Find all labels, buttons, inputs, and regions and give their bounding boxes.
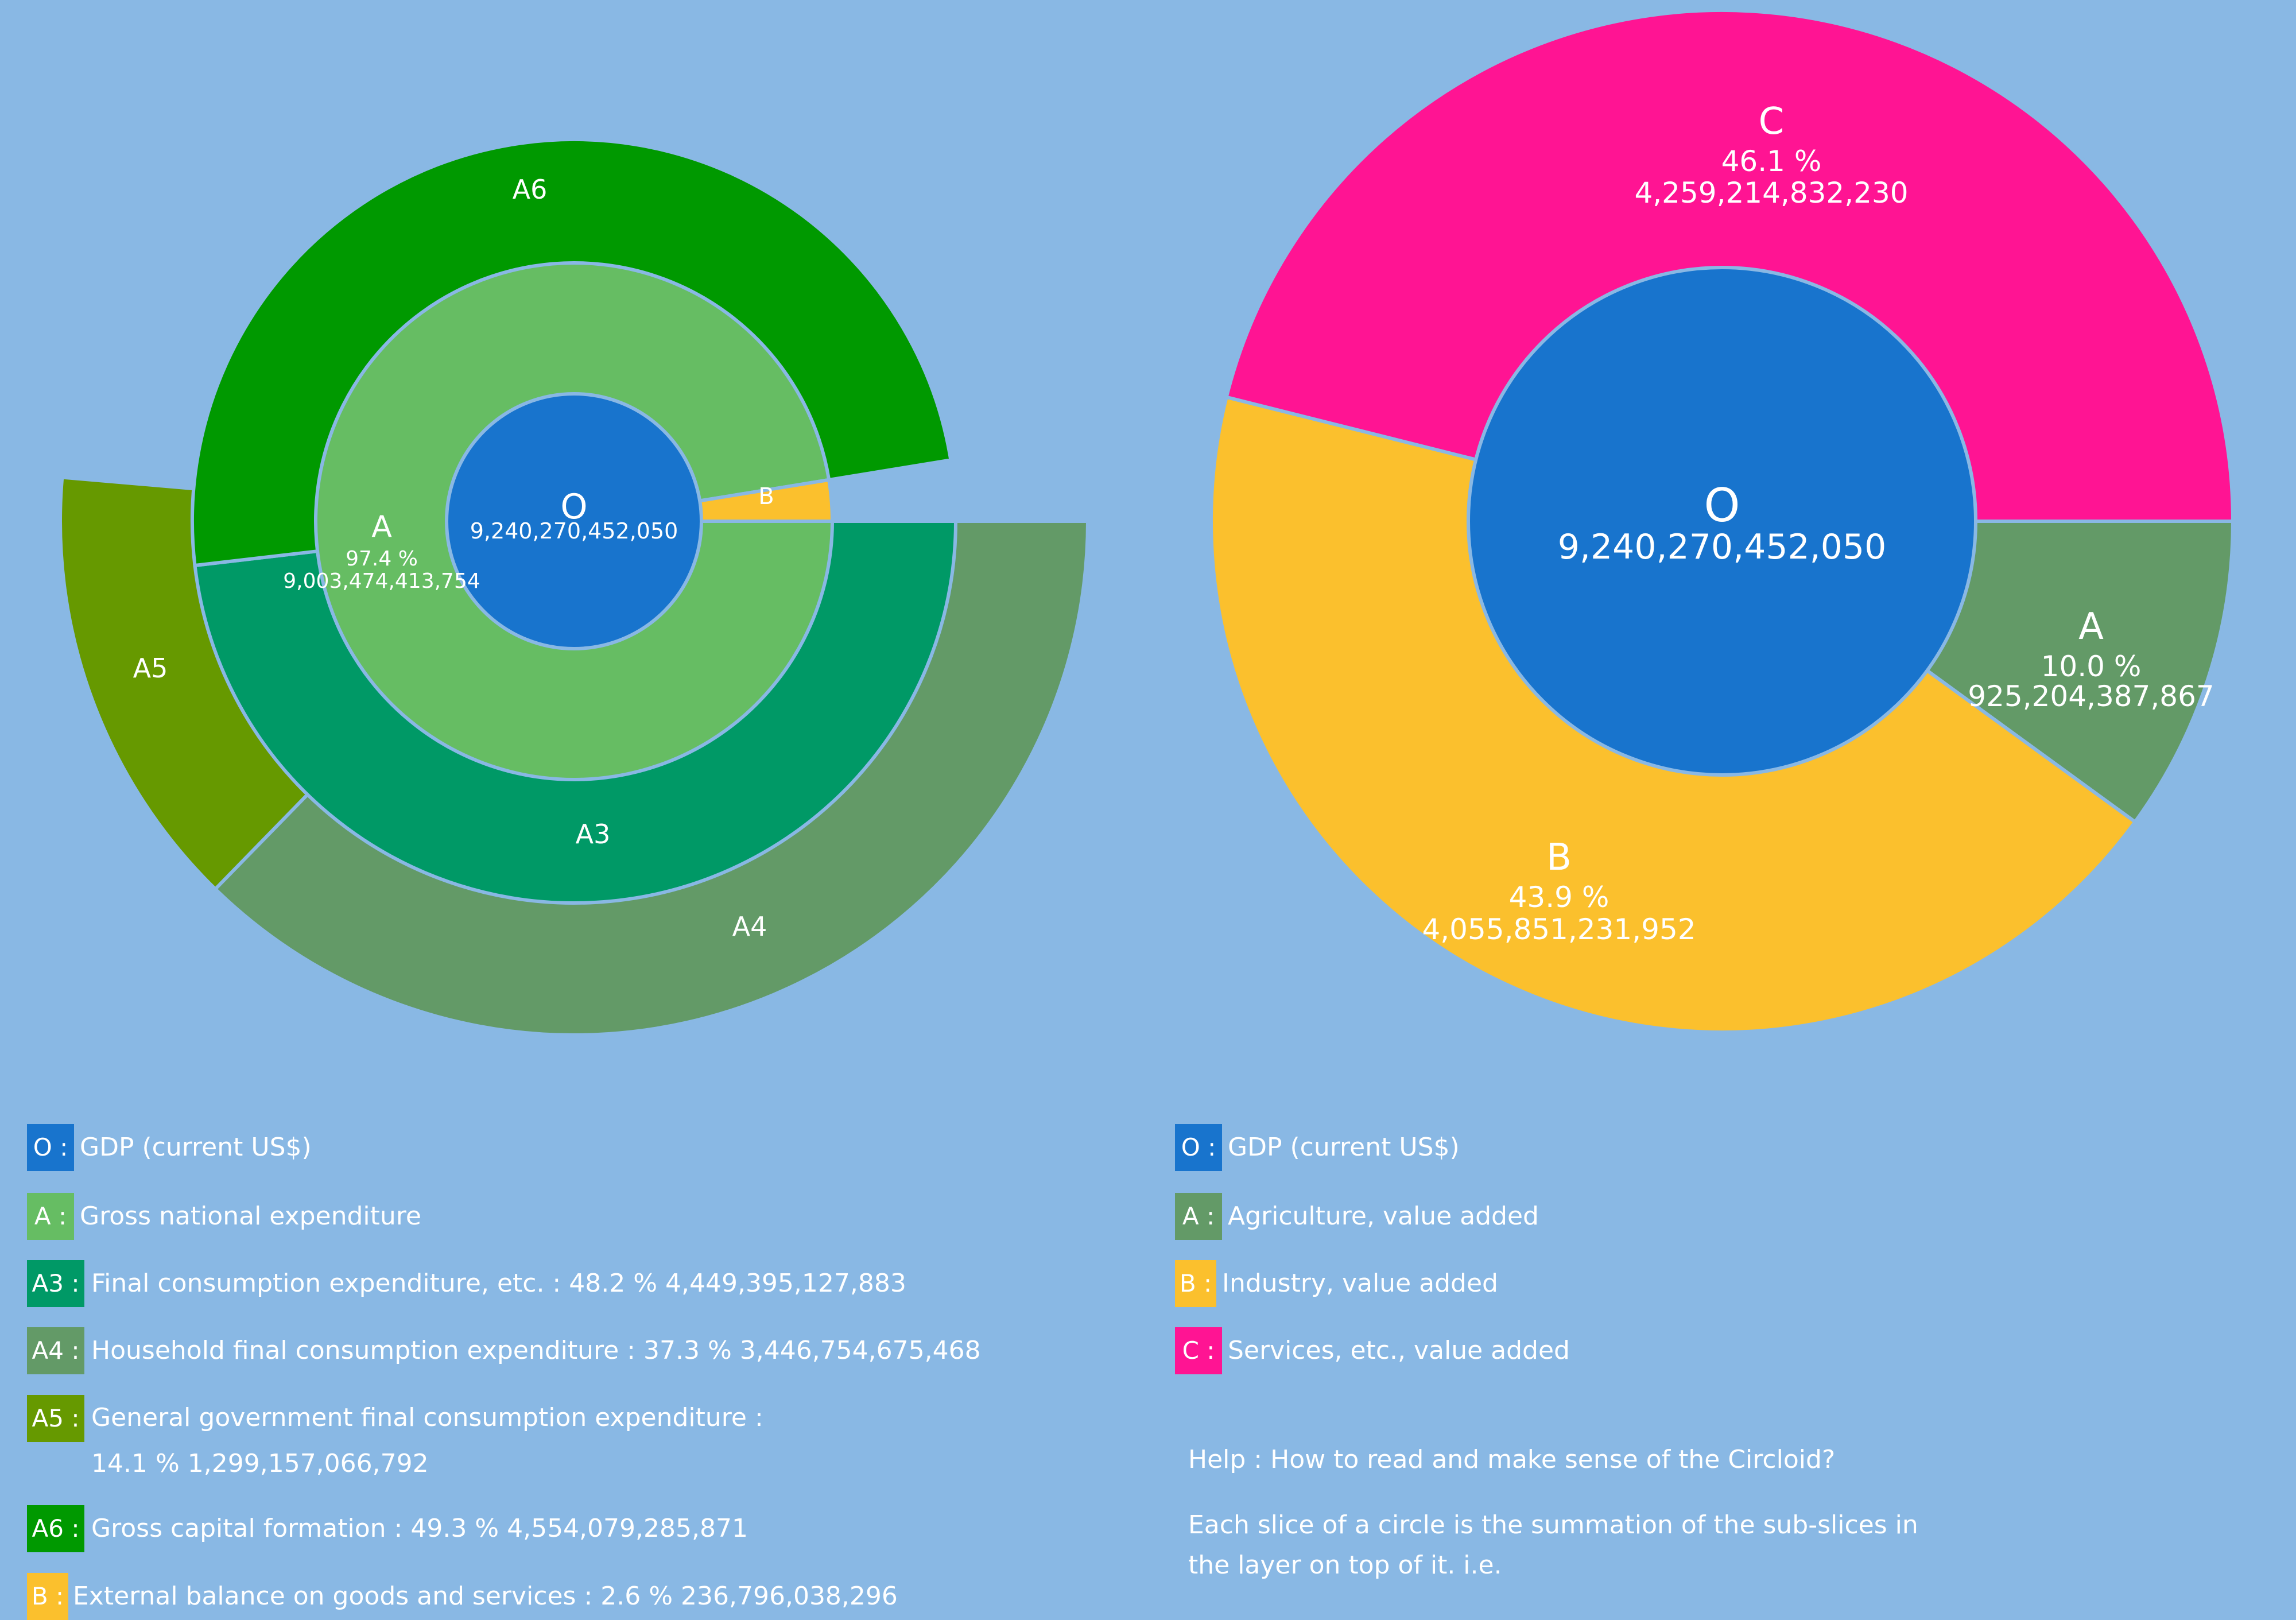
- slice-a-percent-label: 97.4 %: [346, 547, 418, 571]
- center-code-label: O: [1704, 479, 1740, 532]
- legend-swatch-a6: A6 :: [27, 1505, 84, 1552]
- slice-a-code-label: A: [2078, 606, 2104, 648]
- legend-label: Agriculture, value added: [1228, 1202, 1539, 1231]
- help-title: Help : How to read and make sense of the…: [1188, 1445, 1836, 1474]
- slice-a3-code-label: A3: [576, 819, 611, 850]
- legend-label: Industry, value added: [1222, 1269, 1498, 1298]
- slice-c-value-label: 4,259,214,832,230: [1634, 176, 1908, 210]
- legend-label: Gross national expenditure: [80, 1202, 421, 1231]
- legend-swatch-o: O :: [27, 1124, 74, 1171]
- left-circloid: O9,240,270,452,050 A 97.4 %9,003,474,413,7…: [59, 137, 1090, 1037]
- legend-label: GDP (current US$): [1228, 1133, 1460, 1162]
- legend-label: Household final consumption expenditure …: [91, 1336, 981, 1365]
- legend-label: Services, etc., value added: [1228, 1336, 1570, 1365]
- legend-label: GDP (current US$): [80, 1133, 312, 1162]
- slice-a-code-label: A: [371, 510, 392, 544]
- slice-b-value-label: 4,055,851,231,952: [1422, 913, 1696, 946]
- slice-a6-code-label: A6: [513, 174, 548, 205]
- slice-c-percent-label: 46.1 %: [1721, 145, 1822, 178]
- legend-label: Gross capital formation : 49.3 % 4,554,0…: [91, 1514, 748, 1543]
- legend-swatch-a: A :: [27, 1193, 74, 1240]
- slice-a5-code-label: A5: [133, 653, 168, 684]
- center-circle-o: [1467, 266, 1977, 777]
- legend-label: Final consumption expenditure, etc. : 48…: [91, 1269, 906, 1298]
- legend-swatch-b: B :: [27, 1573, 68, 1620]
- legend-swatch-a4: A4 :: [27, 1327, 84, 1374]
- legend-swatch-a3: A3 :: [27, 1260, 84, 1307]
- slice-b-code-label: B: [758, 483, 774, 510]
- help-body: Each slice of a circle is the summation …: [1188, 1510, 1918, 1580]
- slice-b-percent-label: 43.9 %: [1509, 881, 1609, 914]
- slice-a-percent-label: 10.0 %: [2041, 650, 2142, 683]
- legend-swatch-o: O :: [1175, 1124, 1222, 1171]
- slice-a4-code-label: A4: [732, 911, 767, 942]
- legend-swatch-a: A :: [1175, 1193, 1222, 1240]
- slice-b-code-label: B: [1546, 836, 1572, 879]
- center-value-label: 9,240,270,452,050: [470, 518, 678, 544]
- right-circloid: O9,240,270,452,050 A10.0 %925,204,387,867…: [1209, 9, 2235, 1034]
- slice-c-code-label: C: [1759, 100, 1785, 143]
- center-code-label: O: [560, 487, 587, 527]
- slice-a-value-label: 925,204,387,867: [1968, 680, 2214, 713]
- center-value-label: 9,240,270,452,050: [1558, 527, 1887, 567]
- legend-label: External balance on goods and services :…: [73, 1582, 898, 1611]
- legend-swatch-c: C :: [1175, 1327, 1222, 1374]
- slice-a-value-label: 9,003,474,413,754: [283, 569, 480, 593]
- legend-label: General government final consumption exp…: [91, 1403, 763, 1478]
- legend-swatch-a5: A5 :: [27, 1395, 84, 1442]
- legend-swatch-b: B :: [1175, 1260, 1216, 1307]
- center-circle-o: [445, 392, 703, 650]
